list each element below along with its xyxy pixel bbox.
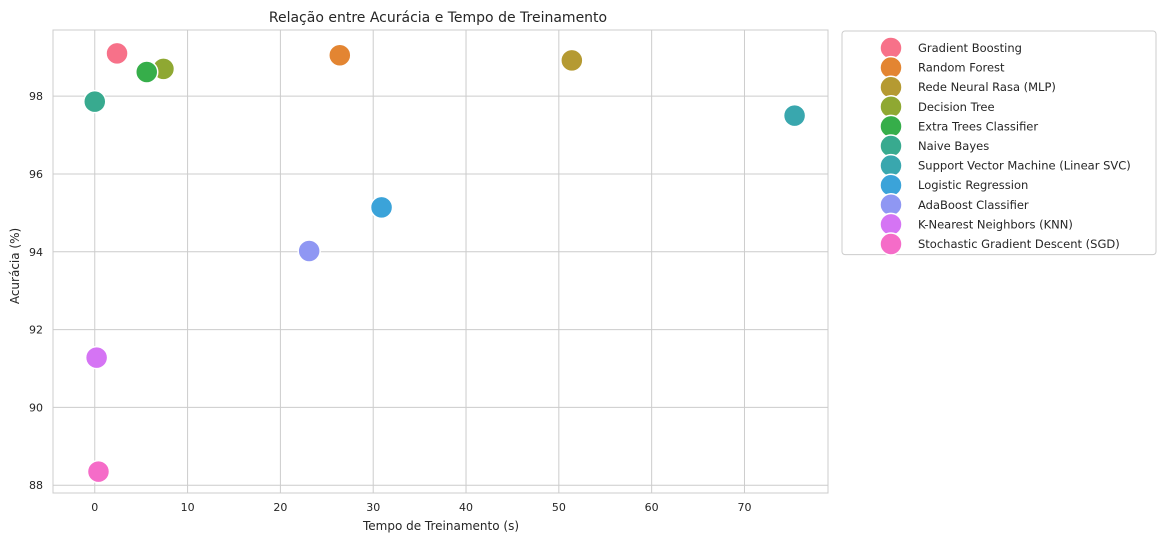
x-tick-label: 50 [552,501,566,514]
legend-label: Naive Bayes [918,139,989,153]
data-point [105,41,129,66]
legend-marker [879,55,903,80]
data-point [369,195,394,220]
x-tick-label: 10 [181,501,195,514]
legend-label: K-Nearest Neighbors (KNN) [918,217,1073,231]
legend-label: Gradient Boosting [918,41,1022,55]
y-tick-label: 90 [29,401,43,414]
legend-label: Rede Neural Rasa (MLP) [918,80,1056,94]
legend-label: AdaBoost Classifier [918,198,1029,212]
legend-marker [879,153,903,178]
legend-label: Extra Trees Classifier [918,119,1038,133]
legend-marker [879,75,903,99]
data-point [297,239,321,263]
y-tick-label: 92 [29,324,43,337]
x-axis-ticks: 0 10 20 30 40 50 60 70 [91,501,751,514]
x-tick-label: 30 [366,501,380,514]
x-tick-label: 0 [91,501,98,514]
grid-lines [53,30,828,493]
legend-frame [841,30,1157,256]
legend-marker [879,212,903,237]
legend-label: Stochastic Gradient Descent (SGD) [918,237,1120,251]
legend-marker [879,173,903,197]
y-axis-label: Acurácia (%) [8,228,22,304]
legend-label: Logistic Regression [918,178,1028,192]
legend-label: Random Forest [918,61,1005,75]
data-point [84,345,109,370]
legend-marker [879,134,903,158]
data-point [782,103,807,128]
legend-marker [879,114,903,139]
y-tick-label: 88 [29,479,43,492]
y-tick-label: 96 [29,168,43,181]
data-point [328,43,352,68]
x-tick-label: 60 [645,501,659,514]
legend-marker [879,193,903,217]
x-tick-label: 20 [273,501,287,514]
plot-frame [52,29,829,494]
data-point [560,48,584,73]
legend-marker [879,232,903,256]
data-point [83,89,107,114]
legend: Gradient Boosting Random Forest Rede Neura… [841,30,1157,256]
data-points [83,41,807,484]
x-tick-label: 70 [737,501,751,514]
x-tick-label: 40 [459,501,473,514]
chart-title: Relação entre Acurácia e Tempo de Treina… [269,10,607,26]
legend-marker [879,36,903,60]
legend-label: Decision Tree [918,100,995,114]
y-tick-label: 94 [29,246,43,259]
x-axis-label: Tempo de Treinamento (s) [362,519,519,533]
y-axis-ticks: 88 90 92 94 96 98 [29,90,43,492]
legend-label: Support Vector Machine (Linear SVC) [918,159,1131,173]
data-point [86,459,111,484]
y-tick-label: 98 [29,90,43,103]
legend-marker [879,95,903,119]
data-point [134,60,159,84]
